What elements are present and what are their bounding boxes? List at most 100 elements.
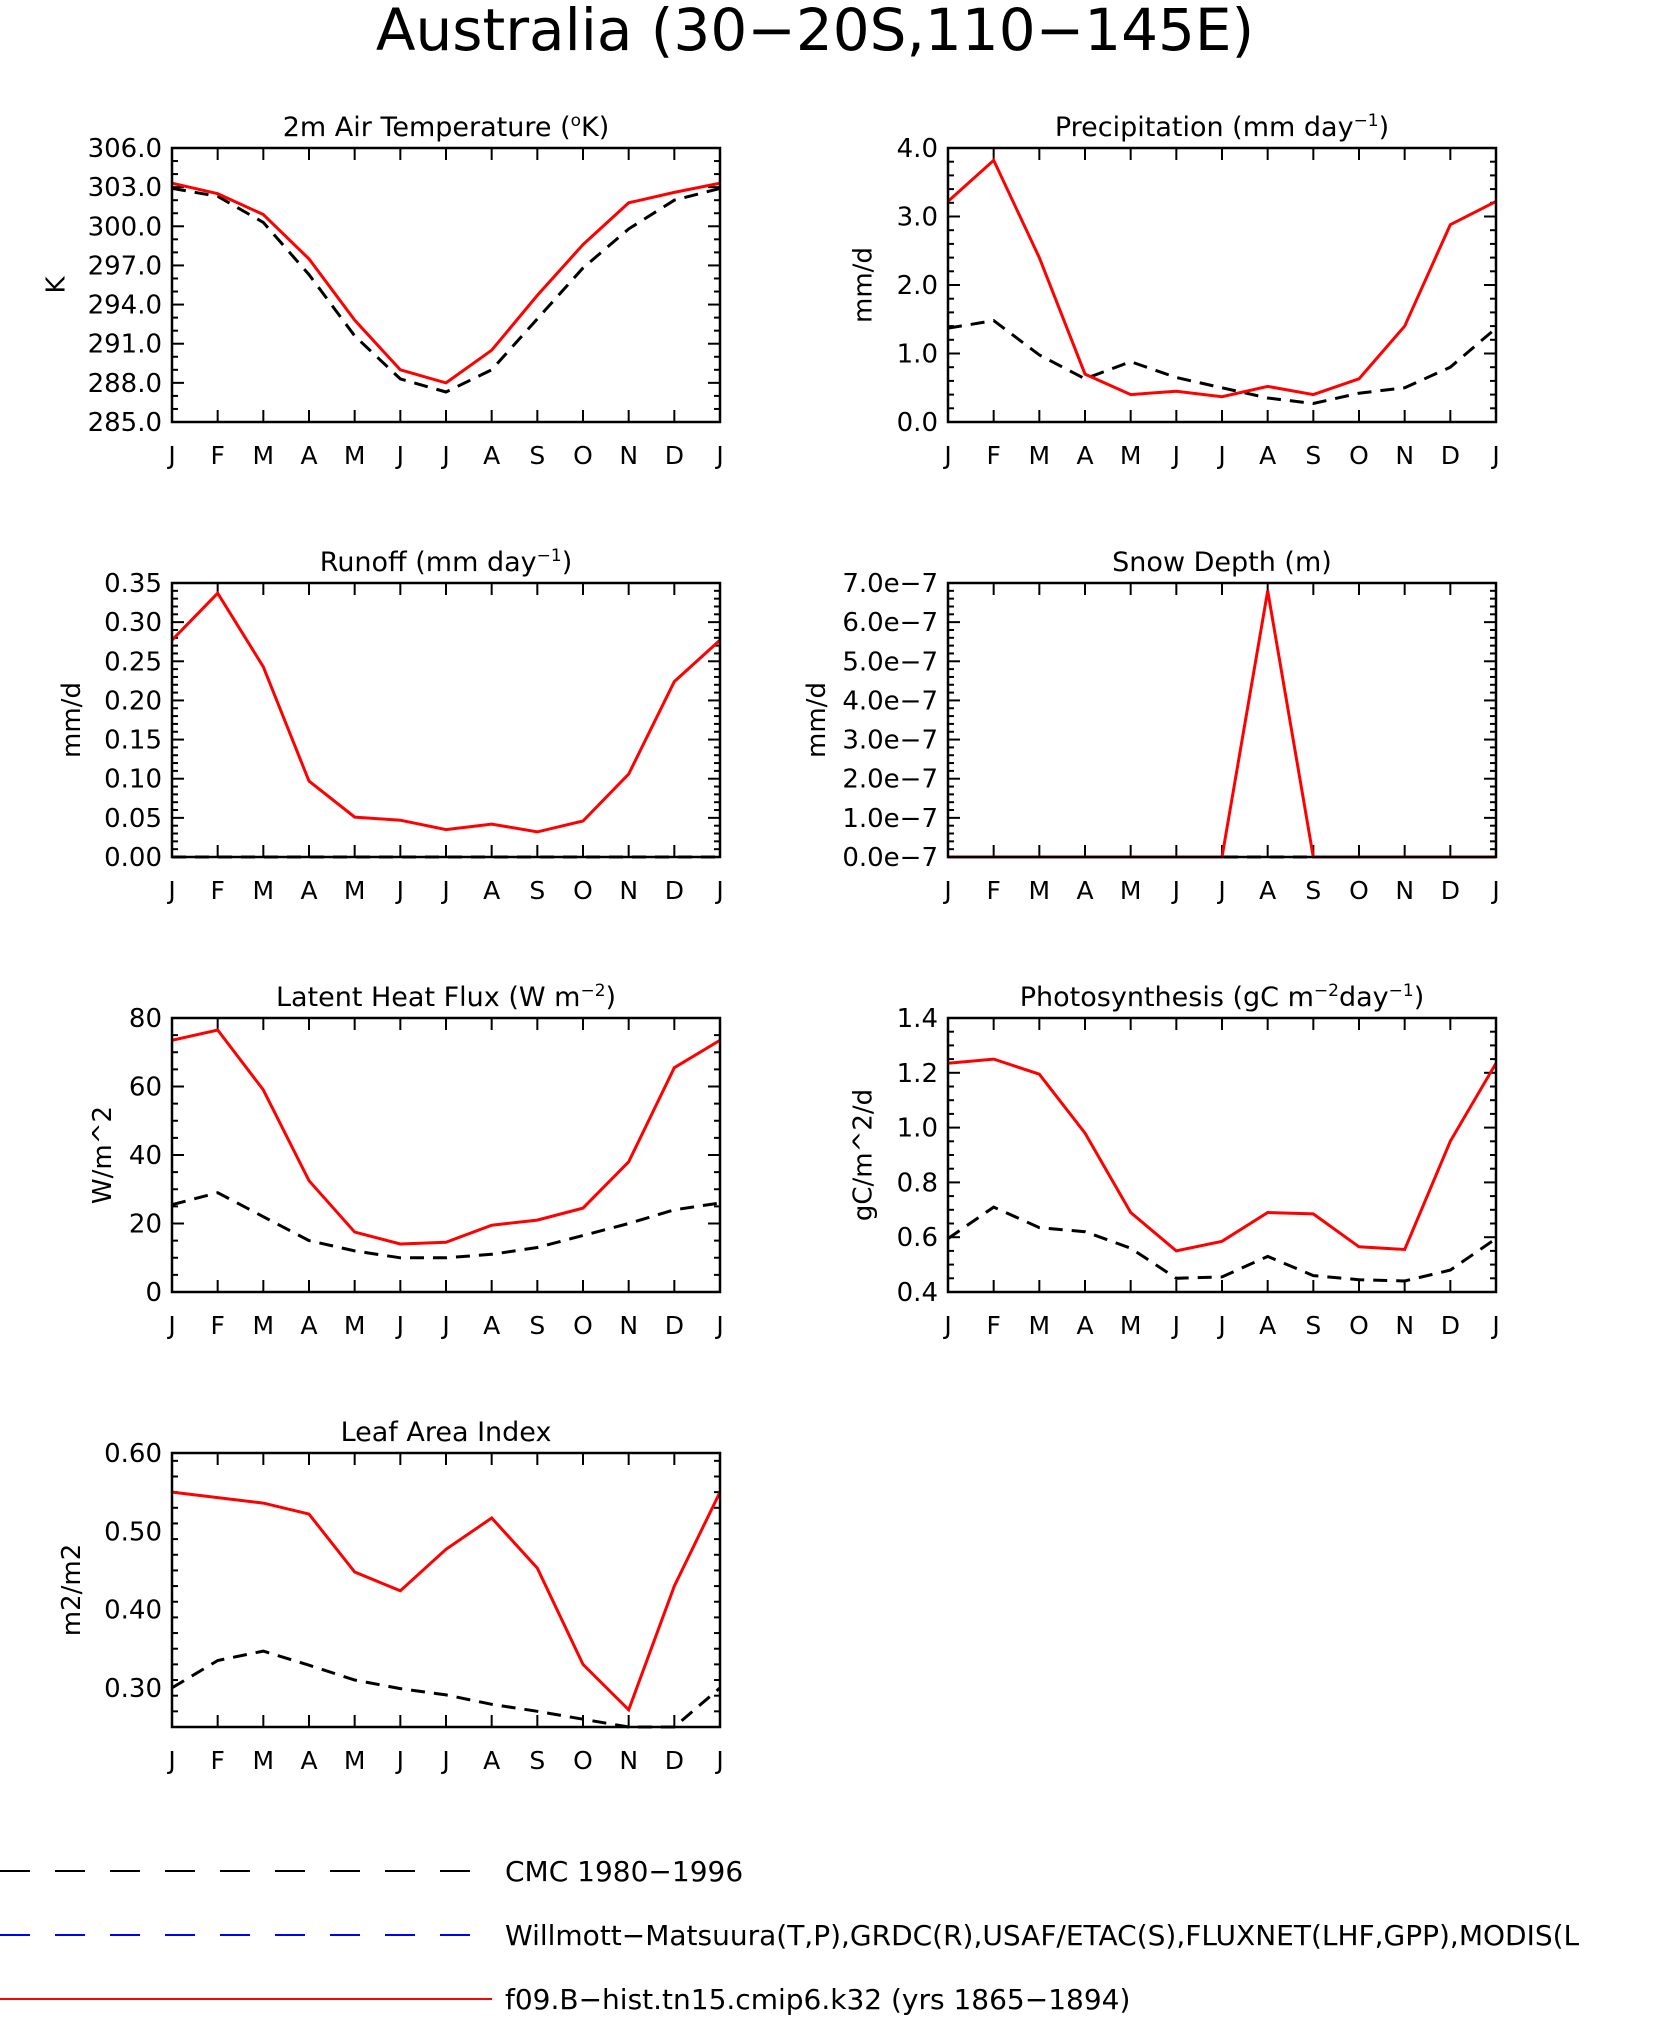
x-tick-label: A [300,441,317,470]
x-tick-label: O [573,441,593,470]
y-tick-label: 1.0 [897,1114,938,1144]
chart-panel-1: 2m Air Temperature (oK) 285.0 288.0 291.0 29… [42,111,724,470]
y-tick-label: 20 [129,1210,162,1240]
y-tick-label: 4.0 [897,134,938,164]
x-tick-label: M [253,1311,275,1340]
x-tick-label: J [714,1311,723,1340]
x-tick-label: J [395,1311,404,1340]
x-tick-label: M [1120,1311,1142,1340]
y-tick-label: 0.0 [897,408,938,438]
x-tick-label: N [619,1746,638,1775]
y-tick-label: 306.0 [88,134,162,164]
plot-frame [170,146,722,424]
x-tick-label: N [619,441,638,470]
y-tick-label: 0.25 [104,647,162,677]
x-tick-label: J [395,1746,404,1775]
x-tick-label: A [483,1311,500,1340]
x-tick-label: N [1395,876,1414,905]
y-tick-label: 291.0 [88,330,162,360]
x-tick-label: J [440,441,449,470]
x-tick-label: J [166,441,175,470]
x-tick-label: J [942,441,951,470]
x-tick-label: M [344,876,366,905]
plot-frame [170,1016,722,1294]
series-line-observations [172,1191,720,1260]
x-tick-label: M [1029,1311,1051,1340]
x-tick-label: J [1490,876,1499,905]
x-tick-label: M [344,1311,366,1340]
panel-title: Latent Heat Flux (W m−2) [276,981,616,1013]
y-tick-label: 0.0e−7 [842,843,938,873]
x-tick-label: F [986,1311,1000,1340]
x-tick-label: A [1259,876,1276,905]
series-line-model [172,1490,720,1713]
y-tick-label: 294.0 [88,291,162,321]
chart-panel-4: Snow Depth (m) 0.0e−7 1.0e−7 2.0e−7 3.0e−7 4.… [802,547,1500,905]
series-line-model [172,181,720,385]
series-line-model [948,590,1496,859]
x-tick-label: F [210,1311,224,1340]
y-tick-label: 0.00 [104,843,162,873]
x-tick-label: J [166,1746,175,1775]
panel-title: Runoff (mm day−1) [320,546,572,578]
x-tick-label: J [440,1311,449,1340]
y-tick-label: 5.0e−7 [842,647,938,677]
y-tick-label: 1.0e−7 [842,804,938,834]
x-tick-label: F [986,441,1000,470]
y-axis-label: mm/d [849,247,879,323]
y-axis-label: W/m^2 [88,1106,118,1204]
y-axis-label: K [42,276,72,294]
y-tick-label: 0.50 [104,1517,162,1547]
x-tick-label: A [1259,1311,1276,1340]
x-tick-label: M [344,441,366,470]
x-tick-label: S [529,441,545,470]
x-tick-label: J [942,876,951,905]
series-line-model [172,590,720,834]
y-tick-label: 297.0 [88,251,162,281]
x-tick-label: J [440,876,449,905]
y-tick-label: 0.60 [104,1439,162,1469]
x-tick-label: J [395,441,404,470]
y-axis-label: gC/m^2/d [849,1089,879,1221]
x-tick-label: M [1120,876,1142,905]
y-tick-label: 0.4 [897,1278,938,1308]
x-tick-label: J [1216,441,1225,470]
x-tick-label: M [1029,876,1051,905]
x-tick-label: M [344,1746,366,1775]
x-tick-label: F [210,876,224,905]
x-tick-label: D [665,1746,684,1775]
x-tick-label: D [1441,441,1460,470]
series-line-model [172,1028,720,1246]
y-tick-label: 0.30 [104,608,162,638]
chart-panel-3: Runoff (mm day−1) 0.00 0.05 0.10 0.15 0.20 0.2… [57,546,724,905]
x-tick-label: S [1305,876,1321,905]
y-tick-label: 0.40 [104,1596,162,1626]
x-tick-label: A [300,1746,317,1775]
x-tick-label: A [300,1311,317,1340]
plot-frame [170,581,722,859]
x-tick-label: D [1441,1311,1460,1340]
y-tick-label: 40 [129,1141,162,1171]
y-tick-label: 0.20 [104,686,162,716]
x-tick-label: A [483,441,500,470]
legend-label-2: Willmott−Matsuura(T,P),GRDC(R),USAF/ETAC… [505,1919,1580,1952]
y-tick-label: 0.10 [104,765,162,795]
y-tick-label: 0.6 [897,1223,938,1253]
x-tick-label: O [1349,876,1369,905]
series-line-model [948,1057,1496,1253]
x-tick-label: S [529,1311,545,1340]
x-tick-label: A [483,876,500,905]
y-tick-label: 288.0 [88,369,162,399]
series-line-observations [948,1205,1496,1283]
panel-title: Snow Depth (m) [1112,547,1332,578]
x-tick-label: S [1305,441,1321,470]
x-tick-label: D [1441,876,1460,905]
x-tick-label: N [619,1311,638,1340]
y-tick-label: 0.15 [104,726,162,756]
plot-frame [946,1016,1498,1294]
plot-frame [170,1451,722,1729]
series-line-observations [948,319,1496,406]
x-tick-label: D [665,441,684,470]
y-tick-label: 1.4 [897,1004,938,1034]
x-tick-label: F [210,1746,224,1775]
